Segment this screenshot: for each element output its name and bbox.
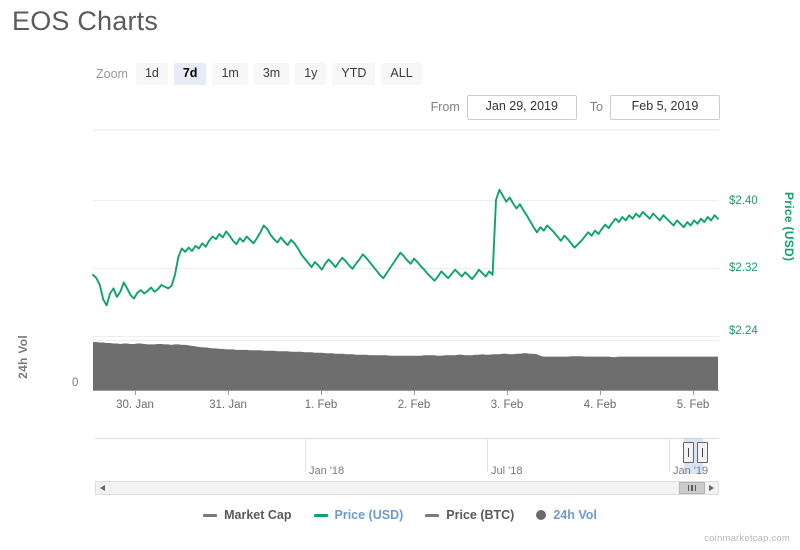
legend-dash-icon xyxy=(313,513,328,517)
grip-bar-icon xyxy=(691,485,693,491)
range-selector: Zoom 1d 7d 1m 3m 1y YTD ALL xyxy=(96,63,428,85)
time-tick-label: 30. Jan xyxy=(116,399,154,411)
time-tick-label: 2. Feb xyxy=(397,399,431,411)
range-button-1y[interactable]: 1y xyxy=(295,63,327,85)
to-label: To xyxy=(589,100,603,115)
range-button-group: 1d 7d 1m 3m 1y YTD ALL xyxy=(135,63,428,85)
from-label: From xyxy=(430,100,460,115)
volume-axis-title: 24h Vol xyxy=(16,335,30,379)
volume-tick-label: 0 xyxy=(72,377,79,389)
scroll-left-button[interactable] xyxy=(96,482,109,494)
zoom-label: Zoom xyxy=(96,66,128,81)
date-range-controls: From Jan 29, 2019 To Feb 5, 2019 xyxy=(431,95,720,120)
to-date-input[interactable]: Feb 5, 2019 xyxy=(610,95,720,120)
navigator-handle-left[interactable] xyxy=(683,442,694,463)
volume-area[interactable] xyxy=(93,341,718,390)
legend-label: 24h Vol xyxy=(553,508,597,522)
arrow-right-icon xyxy=(709,485,714,491)
legend-label: Market Cap xyxy=(224,508,292,522)
range-button-1d[interactable]: 1d xyxy=(135,63,168,85)
time-tick-label: 3. Feb xyxy=(490,399,524,411)
price-usd-line[interactable] xyxy=(92,188,719,307)
legend-item-price-usd[interactable]: Price (USD) xyxy=(313,508,404,522)
range-button-1m[interactable]: 1m xyxy=(212,63,248,85)
arrow-left-icon xyxy=(100,485,105,491)
watermark: coinmarketcap.com xyxy=(704,533,790,544)
time-tick-label: 4. Feb xyxy=(583,399,617,411)
handle-grip-icon xyxy=(688,448,689,457)
range-button-7d[interactable]: 7d xyxy=(173,63,207,85)
legend-dot-icon xyxy=(536,510,547,520)
legend-item-24h-vol[interactable]: 24h Vol xyxy=(536,508,597,522)
price-tick-label: $2.24 xyxy=(729,325,758,337)
legend-label: Price (BTC) xyxy=(446,508,515,522)
navigator-scrollbar[interactable] xyxy=(95,481,719,495)
price-axis-title: Price (USD) xyxy=(782,192,796,262)
legend-dash-icon xyxy=(425,513,440,517)
navigator-handle-right[interactable] xyxy=(697,442,708,463)
grip-bar-icon xyxy=(687,485,690,491)
time-tick-label: 31. Jan xyxy=(209,399,247,411)
price-tick-label: $2.40 xyxy=(729,195,758,207)
time-tick-label: 5. Feb xyxy=(676,399,710,411)
price-tick-label: $2.32 xyxy=(729,262,758,274)
grip-bar-icon xyxy=(694,485,697,491)
range-button-3m[interactable]: 3m xyxy=(253,63,290,85)
time-tick-label: 1. Feb xyxy=(304,399,338,411)
chart-legend: Market Cap Price (USD) Price (BTC) 24h Vol xyxy=(0,508,800,522)
from-date-input[interactable]: Jan 29, 2019 xyxy=(466,95,577,120)
navigator-tick-label: Jan '19 xyxy=(673,465,709,477)
legend-dash-icon xyxy=(203,513,218,517)
scrollbar-thumb[interactable] xyxy=(679,482,705,494)
page-title: EOS Charts xyxy=(12,6,159,36)
range-button-ytd[interactable]: YTD xyxy=(332,63,376,85)
legend-label: Price (USD) xyxy=(334,508,404,522)
navigator-tick-label: Jul '18 xyxy=(491,465,523,477)
legend-item-price-btc[interactable]: Price (BTC) xyxy=(425,508,514,522)
scroll-right-button[interactable] xyxy=(705,482,718,494)
range-button-all[interactable]: ALL xyxy=(381,63,422,85)
navigator-tick-label: Jan '18 xyxy=(309,465,345,477)
legend-item-market-cap[interactable]: Market Cap xyxy=(203,508,292,522)
handle-grip-icon xyxy=(702,448,703,457)
scrollbar-track[interactable] xyxy=(109,482,705,494)
